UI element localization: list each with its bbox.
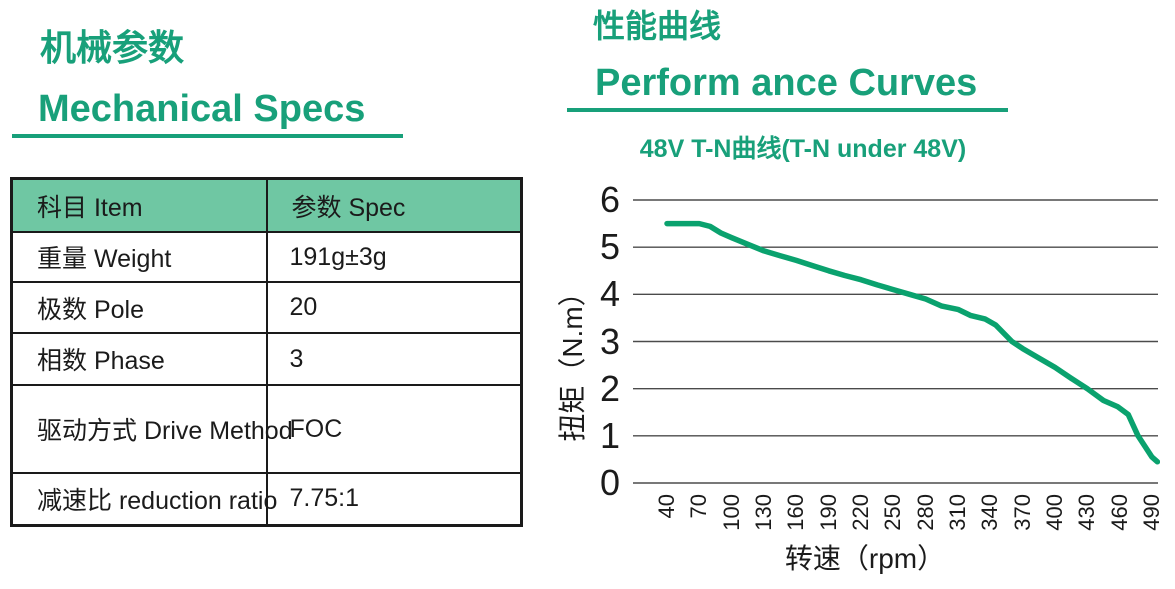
spec-value-cell: 3 (265, 332, 523, 386)
performance-curves-title-cn: 性能曲线 (593, 8, 722, 44)
mechanical-specs-table-body: 重量 Weight 191g±3g 极数 Pole 20 相数 Phase 3 驱动方式 D… (10, 231, 523, 526)
mechanical-specs-underline (12, 134, 403, 138)
spec-item-cell: 驱动方式 Drive Method (10, 384, 293, 474)
performance-curves-title-en: Perform ance Curves (595, 62, 978, 104)
y-tick-label: 0 (599, 462, 620, 503)
table-header-cell: 参数 Spec (265, 177, 523, 233)
y-tick-label: 2 (599, 367, 620, 409)
torque-curve (664, 220, 1160, 465)
table-row: 重量 Weight 191g±3g (10, 231, 523, 283)
y-tick-label: 1 (599, 414, 620, 456)
x-tick-label: 280 (912, 494, 938, 531)
table-header-row: 科目 Item 参数 Spec (10, 177, 523, 233)
table-row: 相数 Phase 3 (10, 332, 523, 386)
spec-item-cell: 极数 Pole (10, 281, 268, 334)
chart-plot-area (633, 199, 1160, 484)
x-tick-label: 400 (1042, 494, 1067, 531)
spec-value-cell: 191g±3g (265, 231, 523, 283)
x-tick-label: 190 (815, 494, 841, 531)
x-tick-label: 130 (751, 494, 776, 531)
x-tick-label: 40 (654, 494, 679, 519)
spec-value-cell: 20 (265, 281, 523, 334)
x-tick-label: 430 (1074, 494, 1100, 531)
table-header-cell: 科目 Item (10, 177, 268, 233)
spec-item-cell: 重量 Weight (10, 231, 268, 283)
spec-value-cell: 7.75:1 (265, 472, 523, 526)
x-axis-label: 转速（rpm） (784, 543, 946, 574)
table-row: 极数 Pole 20 (10, 281, 523, 334)
performance-curves-underline (567, 108, 1008, 112)
table-row: 驱动方式 Drive Method FOC (10, 384, 523, 474)
x-tick-label: 70 (686, 494, 712, 519)
x-tick-label: 460 (1106, 494, 1132, 531)
table-row: 减速比 reduction ratio 7.75:1 (10, 472, 523, 526)
mechanical-specs-table: 科目 Item 参数 Spec 重量 Weight 191g±3g 极数 Pole 20… (10, 177, 523, 527)
x-tick-label: 340 (977, 494, 1003, 531)
mechanical-specs-title-cn: 机械参数 (40, 27, 185, 68)
spec-item-cell: 减速比 reduction ratio (10, 472, 277, 526)
y-tick-label: 4 (599, 273, 620, 315)
mechanical-specs-title-en: Mechanical Specs (38, 88, 366, 130)
y-tick-label: 3 (599, 320, 620, 362)
y-tick-label: 6 (599, 179, 620, 220)
spec-item-cell: 相数 Phase (10, 332, 268, 386)
x-tick-label: 310 (945, 494, 970, 531)
x-tick-label: 100 (718, 494, 744, 531)
x-tick-label: 160 (783, 494, 809, 531)
x-tick-label: 220 (848, 494, 873, 531)
mechanical-specs-table-head: 科目 Item 参数 Spec (10, 177, 523, 233)
x-tick-label: 250 (880, 494, 906, 531)
chart-title: 48V T-N曲线(T-N under 48V) (639, 135, 967, 163)
y-tick-label: 5 (599, 226, 620, 268)
spec-value-cell: FOC (265, 384, 523, 474)
y-axis-label: 扭矩（N.m） (557, 278, 588, 442)
x-tick-label: 490 (1139, 494, 1164, 531)
x-tick-label: 370 (1009, 494, 1035, 531)
